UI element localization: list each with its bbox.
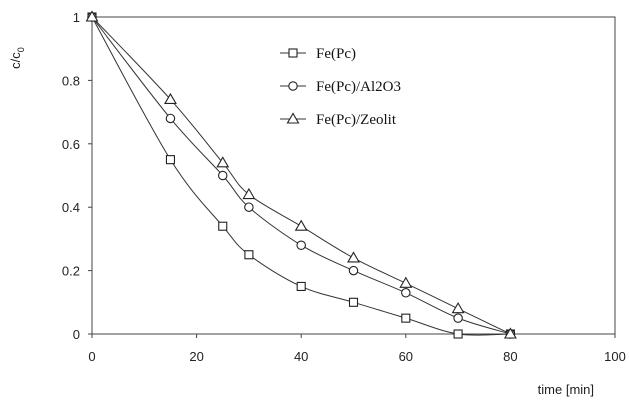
data-point [218,170,228,181]
y-tick-label: 0.8 [62,73,80,88]
legend-entry: Fe(Pc) [280,46,356,62]
axis-ticks: 0 20 40 60 80 100 0 0.2 0.4 0.6 0.8 1 [62,10,626,364]
data-point [242,187,256,200]
series-square [87,12,515,339]
x-tick-label: 100 [604,349,626,364]
data-point [348,265,359,276]
data-point [451,302,465,314]
y-axis-title-subscript: 0 [16,47,26,52]
data-point [244,202,254,212]
data-point [453,329,463,339]
data-point [216,156,230,168]
data-point [348,297,359,307]
y-axis-title-main: c/c [8,52,23,69]
y-tick-label: 0.2 [62,264,80,279]
data-point [294,219,308,231]
x-tick-label: 60 [399,349,413,364]
data-point [399,276,413,288]
data-point [453,313,463,323]
legend-entry: Fe(Pc)/Zeolit [280,112,397,128]
legend-label: Fe(Pc)/Zeolit [316,112,397,128]
x-tick-label: 40 [294,349,308,364]
data-point [218,221,228,231]
x-tick-label: 20 [189,349,203,364]
series-group [85,10,517,339]
y-axis-title: c/c0 [8,47,26,69]
legend-label: Fe(Pc) [316,46,356,62]
y-tick-label: 1 [73,10,80,25]
y-tick-label: 0.6 [62,137,80,152]
data-point [401,313,411,323]
plot-area [91,16,616,335]
data-point [165,113,176,124]
y-tick-label: 0 [73,327,80,342]
legend: Fe(Pc) Fe(Pc)/Al2O3 Fe(Pc)/Zeolit [280,46,401,128]
y-tick-label: 0.4 [62,200,80,215]
data-point [347,251,360,263]
data-point [165,155,175,165]
data-point [296,240,306,250]
data-point [244,250,254,260]
legend-entry: Fe(Pc)/Al2O3 [280,79,401,95]
series-triangle [85,10,517,339]
data-point [503,327,517,339]
x-axis-title: time [min] [538,382,594,397]
data-point [85,10,99,22]
data-point [401,288,411,298]
data-point [296,281,306,292]
data-point [163,92,177,104]
legend-label: Fe(Pc)/Al2O3 [316,79,401,95]
legend-marker [286,112,300,124]
legend-marker [288,48,298,58]
x-tick-label: 80 [503,349,517,364]
x-tick-label: 0 [88,349,95,364]
plot-border [91,16,616,335]
legend-marker [288,81,298,91]
